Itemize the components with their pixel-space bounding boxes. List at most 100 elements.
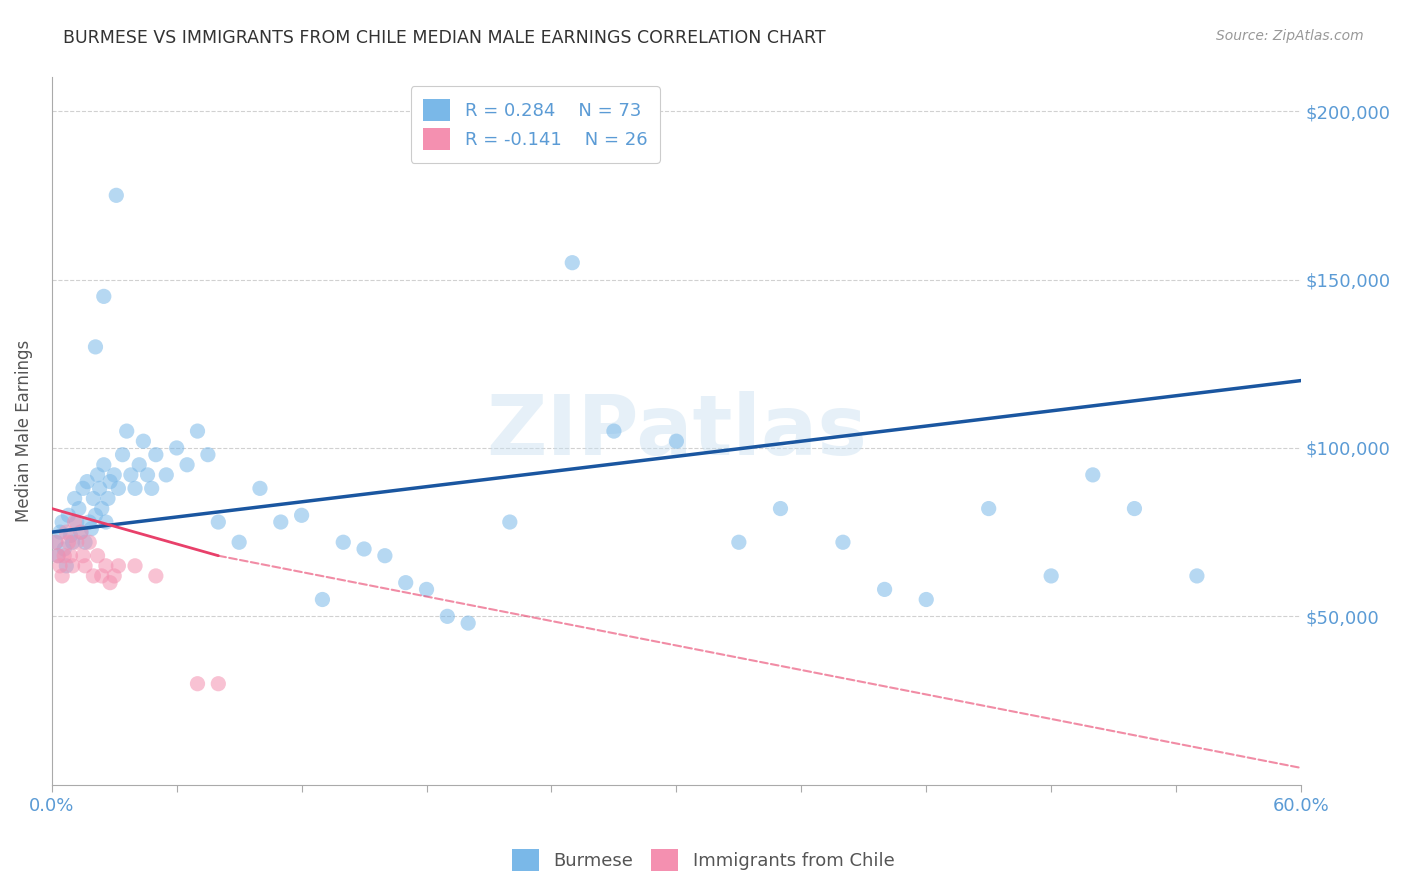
Point — [63, 515, 86, 529]
Point — [82, 491, 104, 506]
Point — [228, 535, 250, 549]
Point — [436, 609, 458, 624]
Point — [120, 467, 142, 482]
Point — [45, 535, 67, 549]
Point — [107, 558, 129, 573]
Point — [873, 582, 896, 597]
Point — [155, 467, 177, 482]
Point — [55, 558, 77, 573]
Point — [66, 535, 89, 549]
Point — [207, 676, 229, 690]
Point — [115, 424, 138, 438]
Point — [90, 569, 112, 583]
Point — [53, 541, 76, 556]
Point — [457, 616, 479, 631]
Point — [977, 501, 1000, 516]
Point — [832, 535, 855, 549]
Point — [80, 522, 103, 536]
Point — [58, 535, 80, 549]
Point — [103, 569, 125, 583]
Point — [136, 467, 159, 482]
Point — [311, 592, 333, 607]
Point — [270, 515, 292, 529]
Point — [145, 569, 167, 583]
Point — [63, 491, 86, 506]
Point — [75, 535, 97, 549]
Point — [105, 188, 128, 202]
Point — [197, 448, 219, 462]
Point — [53, 549, 76, 563]
Text: Source: ZipAtlas.com: Source: ZipAtlas.com — [1216, 29, 1364, 44]
Point — [1185, 569, 1208, 583]
Point — [499, 515, 522, 529]
Point — [561, 255, 583, 269]
Legend: Burmese, Immigrants from Chile: Burmese, Immigrants from Chile — [505, 842, 901, 879]
Point — [97, 491, 120, 506]
Point — [45, 535, 67, 549]
Point — [103, 467, 125, 482]
Point — [77, 535, 100, 549]
Point — [72, 549, 94, 563]
Point — [186, 424, 208, 438]
Point — [128, 458, 150, 472]
Point — [107, 481, 129, 495]
Point — [93, 289, 115, 303]
Point — [124, 481, 146, 495]
Point — [98, 575, 121, 590]
Point — [67, 501, 90, 516]
Point — [207, 515, 229, 529]
Point — [94, 558, 117, 573]
Point — [86, 467, 108, 482]
Point — [132, 434, 155, 449]
Point — [72, 481, 94, 495]
Point — [75, 558, 97, 573]
Point — [1081, 467, 1104, 482]
Point — [769, 501, 792, 516]
Point — [62, 558, 84, 573]
Point — [124, 558, 146, 573]
Point — [415, 582, 437, 597]
Point — [166, 441, 188, 455]
Point — [90, 501, 112, 516]
Point — [49, 558, 72, 573]
Point — [93, 458, 115, 472]
Point — [727, 535, 749, 549]
Point — [49, 525, 72, 540]
Point — [84, 508, 107, 523]
Point — [55, 525, 77, 540]
Point — [353, 541, 375, 556]
Point — [46, 549, 69, 563]
Point — [58, 508, 80, 523]
Point — [82, 569, 104, 583]
Point — [46, 549, 69, 563]
Point — [145, 448, 167, 462]
Point — [332, 535, 354, 549]
Point — [1123, 501, 1146, 516]
Point — [70, 525, 93, 540]
Point — [62, 535, 84, 549]
Point — [51, 569, 73, 583]
Text: ZIPatlas: ZIPatlas — [486, 391, 868, 472]
Y-axis label: Median Male Earnings: Median Male Earnings — [15, 340, 32, 522]
Text: BURMESE VS IMMIGRANTS FROM CHILE MEDIAN MALE EARNINGS CORRELATION CHART: BURMESE VS IMMIGRANTS FROM CHILE MEDIAN … — [63, 29, 825, 47]
Point — [86, 549, 108, 563]
Point — [915, 592, 938, 607]
Point — [76, 475, 98, 489]
Point — [51, 515, 73, 529]
Point — [89, 481, 111, 495]
Point — [70, 525, 93, 540]
Point — [186, 676, 208, 690]
Point — [77, 515, 100, 529]
Point — [176, 458, 198, 472]
Point — [1040, 569, 1063, 583]
Point — [141, 481, 163, 495]
Point — [374, 549, 396, 563]
Point — [111, 448, 134, 462]
Point — [66, 515, 89, 529]
Point — [94, 515, 117, 529]
Point — [98, 475, 121, 489]
Point — [603, 424, 626, 438]
Point — [59, 528, 82, 542]
Legend: R = 0.284    N = 73, R = -0.141    N = 26: R = 0.284 N = 73, R = -0.141 N = 26 — [411, 87, 659, 163]
Point — [291, 508, 314, 523]
